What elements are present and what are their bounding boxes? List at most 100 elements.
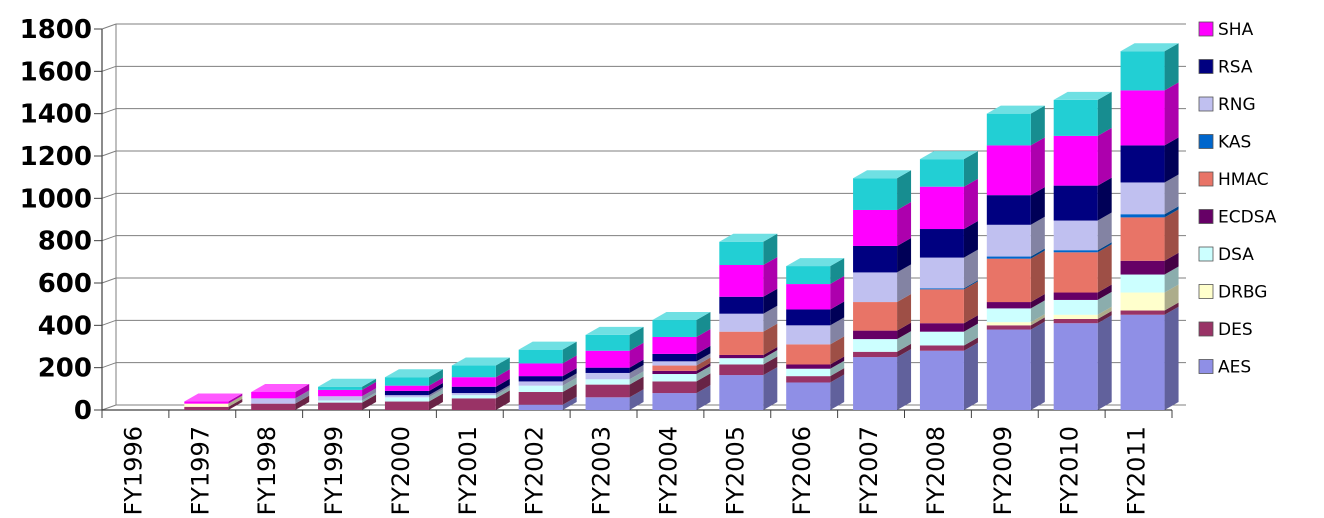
bar-side-rsa [763,288,778,314]
legend-swatch [1198,359,1214,374]
x-tick-label: FY2010 [1056,426,1084,516]
legend-label: DES [1218,320,1253,340]
x-tick-label: FY2004 [654,426,682,516]
legend-label: KAS [1218,133,1251,153]
bar-side-drbg [1164,284,1179,311]
bar-side-hmac [763,323,778,355]
x-tick-label: FY2011 [1123,426,1151,516]
bar-segment-sha [986,145,1031,196]
bar-side-rng [495,385,510,396]
gridline-depth [101,235,117,242]
bar-side-rng [629,364,644,380]
bar-segment-aes [919,350,964,410]
bar-side-dsa [495,387,510,399]
bar-segment-hmac [652,365,697,371]
bar-side-drbg [1030,314,1045,326]
bar-side-rng [1030,216,1045,257]
legend-entry-des: DES [1198,320,1253,340]
legend-swatch [1198,171,1214,187]
bar-side-rsa [629,359,644,373]
legend-label: ECDSA [1218,208,1277,228]
bar-side-kas [1164,206,1179,218]
bar-segment-top [919,159,964,187]
bar-stack-fy1998 [251,384,310,410]
bar-side-des [1097,310,1112,324]
y-tick-label: 800 [38,227,92,257]
legend-label: HMAC [1218,170,1269,190]
bar-side-drbg [1097,306,1112,319]
bar-side-aes [1097,315,1112,410]
bar-segment-top [384,377,429,386]
bar-segment-rsa [1053,185,1098,221]
bar-side-des [763,356,778,376]
bar-segment-aes [585,397,630,410]
bar-side-aes [963,342,978,410]
bar-segment-hmac [1053,252,1098,293]
legend-swatch [1198,96,1214,112]
legend-label: RNG [1218,95,1256,115]
bar-segment-ecdsa [853,330,898,340]
bar-side-ecdsa [1030,294,1045,309]
bar-side-des [1164,302,1179,315]
bar-segment-rng [786,325,831,345]
bar-segment-aes [719,375,764,410]
bar-segment-kas [1120,214,1165,218]
bar-side-sha [295,384,310,399]
x-tick-label: FY2002 [521,426,549,516]
bar-segment-ecdsa [719,354,764,359]
bar-segment-des [384,401,429,410]
bar-side-des [963,337,978,351]
y-tick-label: 400 [38,311,92,341]
bar-segment-drbg [1053,314,1098,319]
bar-segment-ecdsa [1120,260,1165,275]
bar-segment-dsa [384,397,429,402]
bar-segment-rng [719,313,764,332]
bar-side-rsa [428,382,443,396]
gridline-depth [101,277,117,284]
legend-entry-rsa: RSA [1198,58,1253,78]
bar-side-sha [830,276,845,310]
bar-side-hmac [696,357,711,371]
bar-top-sha [184,393,243,402]
bar-side-ecdsa [696,362,711,375]
bar-segment-rsa [1120,145,1165,183]
bar-side-rng [830,317,845,345]
bar-stack-fy2002 [518,341,577,410]
bar-stack-fy2005 [719,233,778,410]
bar-side-top [696,312,711,337]
bar-stack-fy2007 [853,170,912,410]
bar-segment-aes [986,329,1031,410]
bar-side-top [495,357,510,378]
bar-top-top [518,341,577,350]
bar-segment-des [518,392,563,405]
bar-side-ecdsa [1097,284,1112,300]
bar-segment-dsa [919,331,964,346]
bar-segment-sha [184,401,229,404]
x-tick-label: FY2000 [387,426,415,516]
bar-segment-dsa [986,308,1031,323]
legend-entry-dsa: DSA [1198,245,1254,265]
legend-entry-sha: SHA [1198,20,1254,40]
x-tick-label: FY1996 [119,426,147,516]
legend-swatch [1198,246,1214,262]
bar-segment-sha [384,385,429,391]
bar-segment-des [853,351,898,358]
bar-segment-rng [451,393,496,396]
x-tick-label: FY2001 [454,426,482,516]
bar-stack-fy1997 [184,393,243,410]
legend-label: AES [1218,358,1251,378]
bar-segment-dsa [585,379,630,385]
bar-top-top [1120,43,1179,52]
bar-segment-sha [585,350,630,368]
bar-side-dsa [1097,291,1112,315]
bar-side-top [629,326,644,351]
y-tick-label: 1200 [20,142,92,172]
bar-segment-rng [251,398,296,404]
bar-segment-drbg [184,403,229,407]
bar-segment-ecdsa [1053,292,1098,300]
bar-segment-hmac [1120,217,1165,261]
bar-side-dsa [763,350,778,365]
legend-swatch [1198,134,1214,149]
bar-side-aes [562,396,577,410]
